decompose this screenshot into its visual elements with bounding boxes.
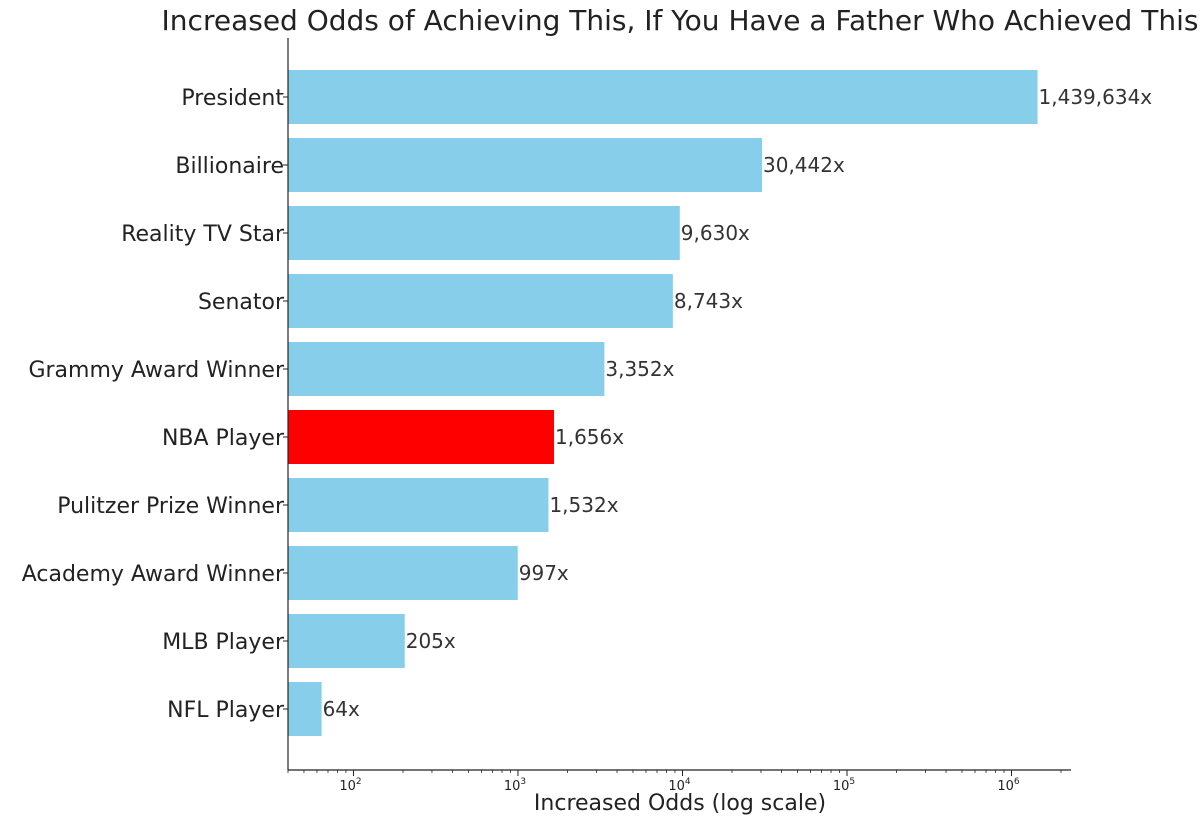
bars-group: 1,439,634x 30,442x 9,630x 8,743x 3,352x 1,656… — [288, 70, 1152, 736]
bar-academy-award-winner — [288, 546, 518, 600]
value-label-mlb-player: 205x — [406, 629, 456, 653]
bar-grammy-award-winner — [288, 342, 605, 396]
value-label-academy-award-winner: 997x — [519, 561, 569, 585]
bar-president — [288, 70, 1038, 124]
value-label-grammy-award-winner: 3,352x — [605, 357, 674, 381]
category-label-academy-award-winner: Academy Award Winner — [22, 562, 285, 587]
category-label-pulitzer-prize-winner: Pulitzer Prize Winner — [57, 494, 285, 519]
value-label-senator: 8,743x — [674, 289, 743, 313]
bar-nfl-player — [288, 682, 322, 736]
bar-nba-player — [288, 410, 555, 464]
category-label-mlb-player: MLB Player — [162, 630, 285, 655]
value-label-nfl-player: 64x — [323, 697, 360, 721]
x-tick-label: 102 — [339, 777, 361, 794]
category-label-nfl-player: NFL Player — [167, 698, 285, 723]
bar-pulitzer-prize-winner — [288, 478, 549, 532]
value-label-nba-player: 1,656x — [555, 425, 624, 449]
chart-title: Increased Odds of Achieving This, If You… — [162, 4, 1199, 37]
category-label-president: President — [181, 86, 284, 111]
value-label-president: 1,439,634x — [1039, 85, 1153, 109]
bar-reality-tv-star — [288, 206, 680, 260]
value-label-reality-tv-star: 9,630x — [681, 221, 750, 245]
category-label-reality-tv-star: Reality TV Star — [121, 222, 285, 247]
category-label-billionaire: Billionaire — [175, 154, 284, 179]
axes-group: President Billionaire Reality TV Star Senat… — [22, 38, 1071, 794]
category-label-nba-player: NBA Player — [162, 426, 285, 451]
x-axis-title: Increased Odds (log scale) — [534, 791, 826, 816]
bar-mlb-player — [288, 614, 405, 668]
category-label-grammy-award-winner: Grammy Award Winner — [28, 358, 285, 383]
x-tick-label: 105 — [833, 777, 855, 794]
bar-billionaire — [288, 138, 763, 192]
value-label-billionaire: 30,442x — [763, 153, 845, 177]
x-tick-label: 106 — [997, 777, 1020, 794]
category-label-senator: Senator — [198, 290, 285, 315]
bar-senator — [288, 274, 673, 328]
value-label-pulitzer-prize-winner: 1,532x — [549, 493, 618, 517]
x-tick-label: 104 — [668, 777, 691, 794]
x-tick-label: 103 — [504, 777, 526, 794]
